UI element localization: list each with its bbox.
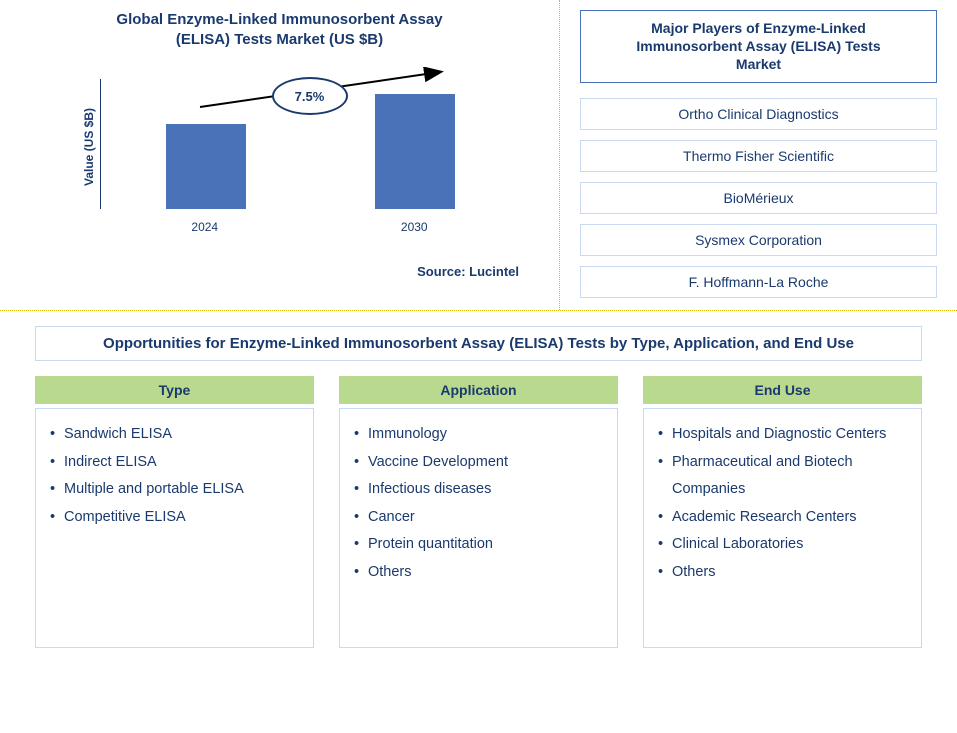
list-item: Cancer bbox=[354, 504, 607, 532]
players-title-line3: Market bbox=[736, 56, 781, 72]
x-label-0: 2024 bbox=[165, 220, 245, 234]
player-item: F. Hoffmann-La Roche bbox=[580, 266, 937, 298]
player-item: Thermo Fisher Scientific bbox=[580, 140, 937, 172]
cagr-oval: 7.5% bbox=[272, 77, 348, 115]
column-header: Type bbox=[35, 376, 314, 404]
x-axis-labels: 2024 2030 bbox=[100, 220, 519, 234]
list-item: Multiple and portable ELISA bbox=[50, 476, 303, 504]
players-panel: Major Players of Enzyme-Linked Immunosor… bbox=[560, 0, 957, 310]
opportunity-column: Application ImmunologyVaccine Development… bbox=[339, 376, 618, 648]
list-item: Sandwich ELISA bbox=[50, 421, 303, 449]
column-header: Application bbox=[339, 376, 618, 404]
chart-title: Global Enzyme-Linked Immunosorbent Assay… bbox=[20, 10, 539, 49]
list-item: Others bbox=[658, 559, 911, 587]
source-label: Source: Lucintel bbox=[20, 264, 519, 279]
list-item: Infectious diseases bbox=[354, 476, 607, 504]
opportunity-column: Type Sandwich ELISAIndirect ELISAMultiple… bbox=[35, 376, 314, 648]
opportunities-columns: Type Sandwich ELISAIndirect ELISAMultiple… bbox=[35, 376, 922, 648]
chart-panel: Global Enzyme-Linked Immunosorbent Assay… bbox=[0, 0, 560, 310]
column-body: ImmunologyVaccine DevelopmentInfectious … bbox=[339, 408, 618, 648]
bar-chart: Value (US $B) 7.5% 2024 bbox=[100, 59, 519, 234]
list-item: Protein quantitation bbox=[354, 531, 607, 559]
list-item: Vaccine Development bbox=[354, 449, 607, 477]
list-item: Competitive ELISA bbox=[50, 504, 303, 532]
player-item: Ortho Clinical Diagnostics bbox=[580, 98, 937, 130]
y-axis-label: Value (US $B) bbox=[82, 107, 96, 185]
players-title-line1: Major Players of Enzyme-Linked bbox=[651, 20, 866, 36]
list-item: Hospitals and Diagnostic Centers bbox=[658, 421, 911, 449]
chart-title-line1: Global Enzyme-Linked Immunosorbent Assay bbox=[116, 11, 442, 28]
players-title-line2: Immunosorbent Assay (ELISA) Tests bbox=[636, 38, 880, 54]
players-title-box: Major Players of Enzyme-Linked Immunosor… bbox=[580, 10, 937, 83]
player-item: BioMérieux bbox=[580, 182, 937, 214]
column-body: Hospitals and Diagnostic CentersPharmace… bbox=[643, 408, 922, 648]
bar-2024 bbox=[166, 124, 246, 209]
list-item: Academic Research Centers bbox=[658, 504, 911, 532]
top-section: Global Enzyme-Linked Immunosorbent Assay… bbox=[0, 0, 957, 310]
chart-title-line2: (ELISA) Tests Market (US $B) bbox=[176, 31, 383, 48]
opportunities-section: Opportunities for Enzyme-Linked Immunoso… bbox=[0, 311, 957, 663]
players-list: Ortho Clinical Diagnostics Thermo Fisher … bbox=[580, 98, 937, 298]
x-label-1: 2030 bbox=[374, 220, 454, 234]
player-item: Sysmex Corporation bbox=[580, 224, 937, 256]
list-item: Others bbox=[354, 559, 607, 587]
opportunities-title: Opportunities for Enzyme-Linked Immunoso… bbox=[35, 326, 922, 361]
cagr-annotation: 7.5% bbox=[272, 77, 348, 115]
opportunity-column: End Use Hospitals and Diagnostic CentersP… bbox=[643, 376, 922, 648]
column-header: End Use bbox=[643, 376, 922, 404]
list-item: Clinical Laboratories bbox=[658, 531, 911, 559]
column-body: Sandwich ELISAIndirect ELISAMultiple and… bbox=[35, 408, 314, 648]
list-item: Indirect ELISA bbox=[50, 449, 303, 477]
cagr-value: 7.5% bbox=[295, 89, 325, 104]
list-item: Immunology bbox=[354, 421, 607, 449]
list-item: Pharmaceutical and Biotech Companies bbox=[658, 449, 911, 504]
